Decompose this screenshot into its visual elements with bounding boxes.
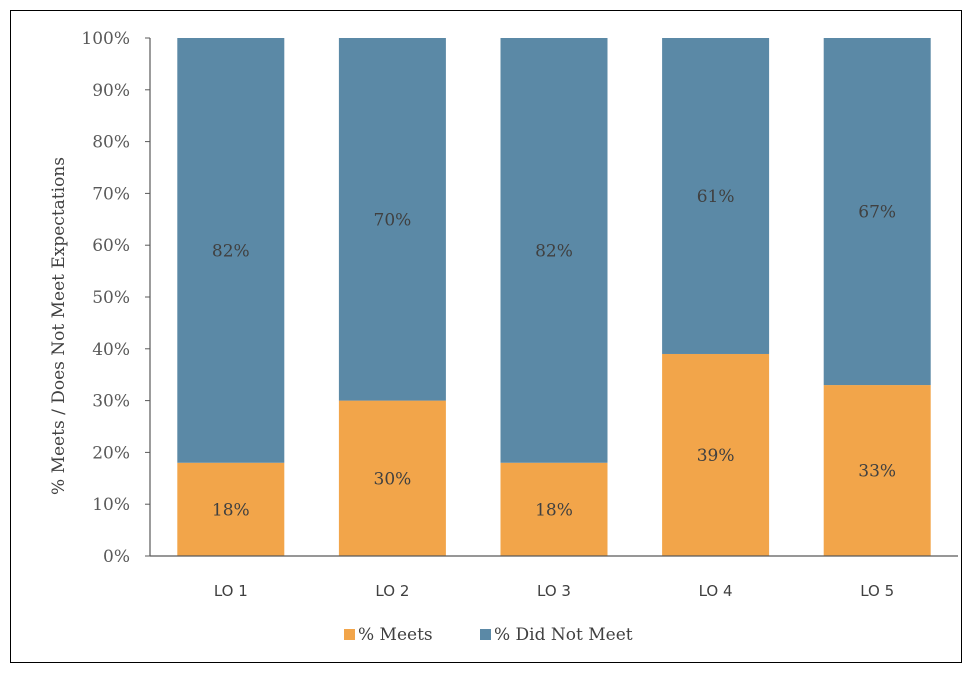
y-tick-label: 70%	[92, 184, 130, 204]
bar-segment	[177, 38, 285, 463]
bar-segment	[823, 38, 931, 386]
legend-swatch	[480, 629, 491, 640]
x-tick-label: LO 4	[699, 582, 733, 600]
y-tick-label: 90%	[92, 81, 130, 101]
y-tick-label: 60%	[92, 236, 130, 256]
bar-segment	[338, 38, 446, 401]
y-tick-label: 80%	[92, 133, 130, 153]
bar-segment	[338, 400, 446, 556]
x-tick-label: LO 3	[537, 582, 571, 600]
y-tick-label: 0%	[103, 547, 130, 567]
bar-segment	[500, 462, 608, 556]
legend-label: % Meets	[358, 625, 433, 645]
data-label: 39%	[697, 446, 735, 466]
data-label: 70%	[374, 210, 412, 230]
y-tick-label: 10%	[92, 495, 130, 515]
y-axis-label: % Meets / Does Not Meet Expectations	[49, 157, 69, 495]
data-label: 18%	[535, 500, 573, 520]
bar-segment	[662, 353, 770, 556]
bar-segment	[823, 385, 931, 556]
y-tick-label: 20%	[92, 443, 130, 463]
y-tick-label: 50%	[92, 288, 130, 308]
y-tick-label: 100%	[81, 29, 130, 49]
data-label: 82%	[212, 241, 250, 261]
x-tick-label: LO 1	[214, 582, 248, 600]
y-tick-label: 40%	[92, 340, 130, 360]
x-tick-label: LO 5	[860, 582, 894, 600]
data-label: 61%	[697, 187, 735, 207]
y-tick-label: 30%	[92, 392, 130, 412]
chart-frame	[10, 10, 962, 663]
legend-swatch	[344, 629, 355, 640]
data-label: 82%	[535, 241, 573, 261]
bar-segment	[500, 38, 608, 463]
data-label: 30%	[374, 469, 412, 489]
legend-label: % Did Not Meet	[494, 625, 633, 645]
legend: % Meets % Did Not Meet	[344, 625, 633, 645]
plot-area: 0% 10% 20% 30% 40% 50% 60% 70% 80% 90% 100% 18% 82% L…	[81, 29, 958, 600]
data-label: 67%	[858, 203, 896, 223]
data-label: 33%	[858, 462, 896, 482]
bar-segment	[662, 38, 770, 354]
bar-segment	[177, 462, 285, 556]
data-label: 18%	[212, 500, 250, 520]
x-tick-label: LO 2	[375, 582, 409, 600]
